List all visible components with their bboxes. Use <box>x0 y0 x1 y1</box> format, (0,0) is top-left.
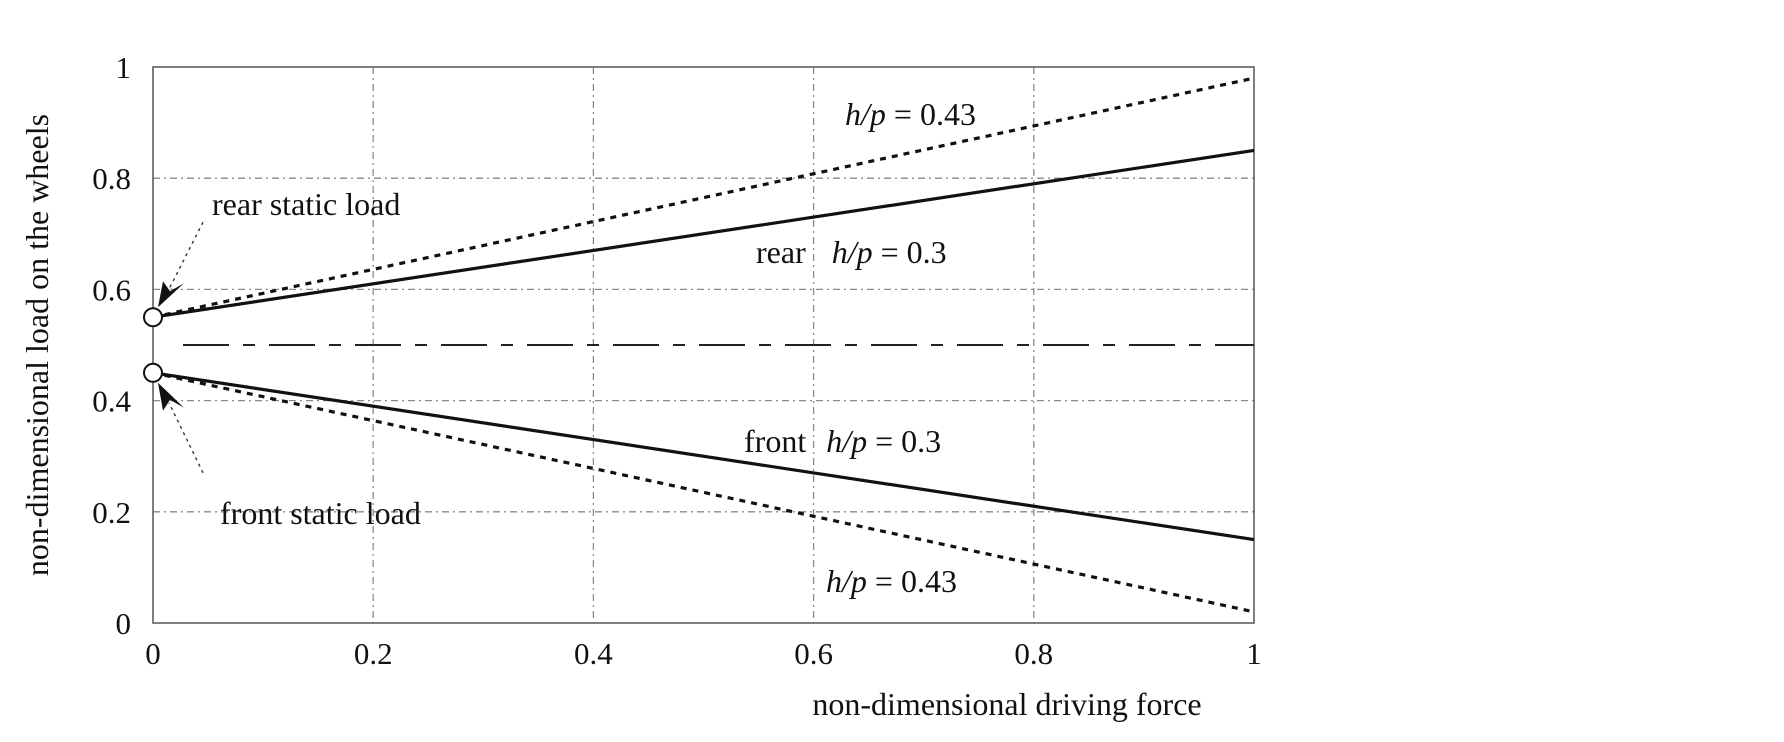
front-static-marker <box>143 362 163 383</box>
front-static-load-label: front static load <box>220 495 421 531</box>
front-static-leader <box>168 402 204 474</box>
y-tick-label: 0.2 <box>92 495 131 530</box>
rear-static-load-label: rear static load <box>212 186 400 222</box>
y-tick-label: 1 <box>116 50 132 85</box>
series-group <box>152 76 1255 614</box>
rear-03-annotation: rear h/p = 0.3 <box>756 234 947 270</box>
hp-value: = 0.3 <box>867 423 941 459</box>
series-prefix: front <box>744 423 806 459</box>
front-03-annotation: front h/p = 0.3 <box>744 423 941 459</box>
series-prefix: rear <box>756 234 806 270</box>
front-static-arrow <box>158 382 184 411</box>
hp-var: h/p <box>832 234 873 270</box>
rear-static-leader <box>168 221 204 290</box>
y-tick-label: 0 <box>116 606 132 641</box>
x-tick-label: 0.8 <box>1014 636 1053 671</box>
x-tick-label: 0 <box>145 636 161 671</box>
rear-static-marker <box>143 307 163 328</box>
x-axis-label: non-dimensional driving force <box>812 686 1201 722</box>
y-tick-label: 0.6 <box>92 272 131 307</box>
tick-labels: 0 0.2 0.4 0.6 0.8 1 0 0.2 0.4 0.6 0.8 1 <box>92 50 1262 671</box>
hp-var: h/p <box>826 423 867 459</box>
hp-value: = 0.3 <box>873 234 947 270</box>
hp-var: h/p <box>845 96 886 132</box>
front-043-line <box>152 371 1255 614</box>
x-tick-label: 1 <box>1246 636 1262 671</box>
hp-var: h/p <box>826 563 867 599</box>
rear-03-line <box>152 148 1255 319</box>
static-load-markers <box>143 221 204 474</box>
hp-value: = 0.43 <box>886 96 976 132</box>
front-03-line <box>152 371 1255 542</box>
rear-043-annotation: h/p = 0.43 <box>845 96 976 132</box>
rear-static-arrow <box>158 281 184 308</box>
front-043-annotation: h/p = 0.43 <box>826 563 957 599</box>
x-tick-label: 0.2 <box>354 636 393 671</box>
y-tick-label: 0.8 <box>92 161 131 196</box>
y-axis-label: non-dimensional load on the wheels <box>19 114 55 576</box>
rear-043-line <box>152 76 1255 319</box>
x-tick-label: 0.6 <box>794 636 833 671</box>
y-tick-label: 0.4 <box>92 384 131 419</box>
x-tick-label: 0.4 <box>574 636 613 671</box>
hp-value: = 0.43 <box>867 563 957 599</box>
